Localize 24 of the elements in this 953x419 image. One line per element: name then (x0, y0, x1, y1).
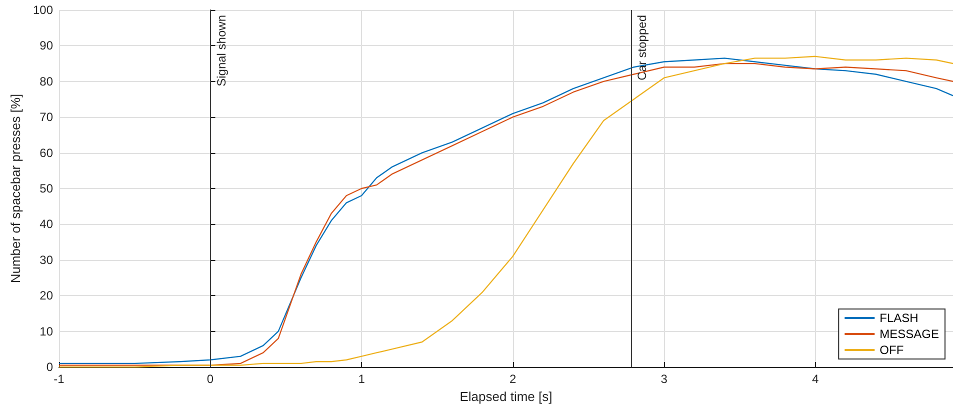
y-tick-label: 40 (40, 217, 54, 232)
y-tick-label: 70 (40, 110, 54, 124)
legend-label: FLASH (880, 311, 918, 325)
x-tick-label: 0 (206, 372, 214, 386)
y-tick-label: 90 (40, 38, 54, 53)
ref-line-label: Car stopped (634, 15, 649, 80)
ref-line-label: Signal shown (214, 15, 228, 86)
x-tick-label: 4 (812, 372, 819, 386)
y-tick-label: 50 (40, 182, 54, 196)
y-axis-title: Number of spacebar presses [%] (8, 94, 24, 284)
y-tick-label: 20 (40, 288, 54, 303)
y-tick-label: 100 (32, 3, 54, 17)
y-tick-label: 30 (40, 252, 54, 267)
y-tick-label: 10 (40, 324, 54, 338)
legend-label: OFF (880, 343, 904, 357)
x-tick-label: 3 (660, 372, 668, 386)
legend-label: MESSAGE (880, 327, 940, 341)
y-tick-label: 80 (40, 74, 54, 88)
y-tick-label: 0 (46, 360, 54, 374)
y-tick-label: 60 (40, 146, 54, 160)
x-axis-title: Elapsed time [s] (460, 388, 552, 404)
x-tick-label: 2 (509, 372, 516, 386)
x-tick-label: -1 (54, 372, 65, 386)
x-tick-label: 1 (358, 372, 366, 386)
